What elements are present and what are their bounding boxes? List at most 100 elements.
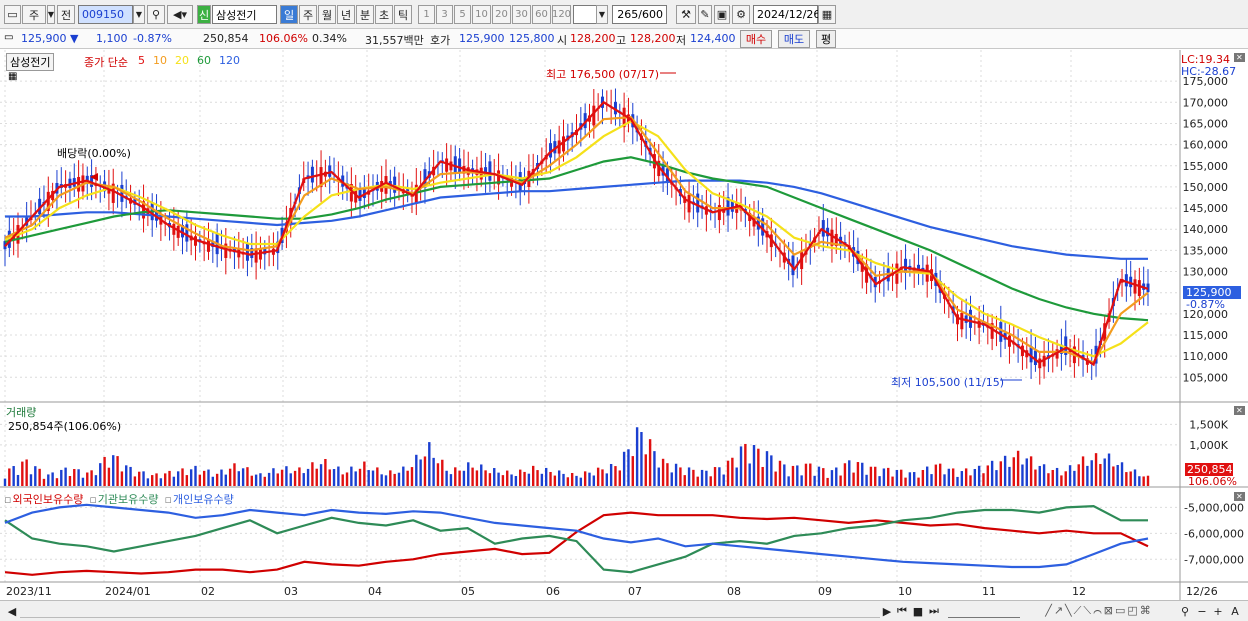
date-input[interactable]: 2024/12/26	[753, 5, 820, 24]
minute-tab-120[interactable]: 120	[552, 5, 571, 24]
end-icon[interactable]: ⏭	[929, 604, 939, 617]
eval-button[interactable]: 평	[816, 30, 836, 48]
volume-bar	[817, 466, 821, 486]
candle-body	[206, 239, 210, 252]
minute-tab-60[interactable]: 60	[532, 5, 551, 24]
volume-bar	[713, 467, 717, 486]
scrollbar-track[interactable]	[20, 604, 880, 618]
range-slider[interactable]	[948, 604, 1020, 618]
candle-body	[1042, 355, 1046, 367]
chart-tools-icon[interactable]: ⚒	[676, 5, 696, 24]
scroll-right-icon[interactable]: ▶	[882, 604, 892, 618]
speaker-icon[interactable]: ◀▾	[167, 5, 193, 24]
period-tab-3[interactable]: 년	[337, 5, 355, 24]
chevron-down-icon[interactable]: ▼	[47, 5, 55, 24]
close-panel-icon[interactable]: ✕	[1234, 53, 1245, 62]
dividend-annotation: 배당락(0.00%)	[57, 147, 131, 160]
volume-bar	[367, 470, 370, 486]
holding-legend-1: 기관보유수량	[97, 493, 159, 506]
hc-value: HC:-28.67	[1181, 65, 1237, 78]
buy-button[interactable]: 매수	[740, 30, 772, 48]
period-tab-6[interactable]: 틱	[394, 5, 412, 24]
stock-chart[interactable]: 105,000110,000115,000120,000125,000130,0…	[0, 50, 1248, 600]
gear-icon[interactable]: ⚙	[732, 5, 750, 24]
count-dropdown-icon[interactable]: ▼	[596, 5, 608, 24]
search-icon[interactable]: ⚲	[147, 5, 165, 24]
volume-bar	[198, 474, 202, 486]
volume-bar	[869, 466, 873, 486]
close-panel-icon[interactable]: ✕	[1234, 492, 1245, 501]
vol-ratio: 106.06%	[259, 32, 308, 45]
volume-bar	[246, 467, 249, 486]
candle-body	[1029, 346, 1033, 363]
rewind-icon[interactable]: ⏮	[897, 604, 907, 617]
candle-body	[717, 205, 721, 221]
lc-value: LC:19.34	[1181, 53, 1231, 66]
volume-bar	[601, 469, 604, 486]
volume-bar	[796, 465, 799, 486]
series-marker-icon: ▫	[89, 493, 97, 506]
zoom-icon[interactable]: ⚲	[1180, 604, 1190, 618]
price-tick-label: 165,000	[1183, 117, 1229, 130]
candle-body	[904, 258, 908, 274]
volume-bar	[874, 466, 877, 486]
volume-bar	[319, 464, 323, 486]
volume-bar	[224, 474, 228, 486]
code-input[interactable]: 009150	[78, 5, 133, 24]
save-icon[interactable]: ▣	[714, 5, 730, 24]
volume-bar	[267, 472, 271, 486]
holding-tick-label: -6,000,000	[1184, 527, 1244, 540]
period-tab-5[interactable]: 초	[375, 5, 393, 24]
minute-tab-3[interactable]: 3	[436, 5, 453, 24]
auto-button[interactable]: A	[1231, 604, 1239, 618]
volume-bar	[176, 471, 180, 486]
code-dropdown-icon[interactable]: ▼	[133, 5, 145, 24]
volume-bar	[861, 462, 864, 486]
stop-icon[interactable]: ■	[912, 604, 924, 618]
volume-bar	[73, 469, 76, 486]
close-panel-icon[interactable]: ✕	[1234, 406, 1245, 415]
volume-bar	[761, 466, 764, 486]
price-tick-label: 110,000	[1183, 350, 1229, 363]
volume-bar	[363, 461, 366, 486]
price-tick-label: 160,000	[1183, 139, 1229, 152]
drawing-tools-icon[interactable]: ╱↗╲⟋⟍⌒⊠▭◰⌘	[1045, 604, 1153, 617]
volume-bar	[8, 468, 11, 486]
stock-tag[interactable]: 삼성전기	[6, 53, 55, 71]
count-input[interactable]: 265/600	[612, 5, 667, 24]
volume-bar	[969, 475, 972, 486]
candle-body	[956, 314, 959, 325]
volume-bar	[787, 476, 790, 486]
sell-button[interactable]: 매도	[778, 30, 810, 48]
change: 1,100	[96, 32, 128, 45]
zoom-out-button[interactable]: −	[1197, 604, 1207, 618]
period-tab-1[interactable]: 주	[299, 5, 317, 24]
volume-bar	[692, 469, 695, 486]
minute-tab-10[interactable]: 10	[472, 5, 491, 24]
candle-body	[1007, 335, 1011, 347]
calendar-icon[interactable]: ▦	[818, 5, 836, 24]
candle-body	[497, 170, 501, 185]
minute-tab-1[interactable]: 1	[418, 5, 435, 24]
grid-icon[interactable]: ▦	[8, 71, 18, 82]
zoom-in-button[interactable]: +	[1213, 604, 1223, 618]
volume-bar	[21, 461, 24, 486]
volume-bar	[553, 475, 557, 486]
period-tab-0[interactable]: 일	[280, 5, 298, 24]
volume-bar	[116, 456, 119, 486]
minute-tab-30[interactable]: 30	[512, 5, 531, 24]
volume-bar	[631, 456, 634, 486]
minute-tab-5[interactable]: 5	[454, 5, 471, 24]
period-tab-4[interactable]: 분	[356, 5, 374, 24]
drawing-icon[interactable]: ✎	[698, 5, 712, 24]
prev-button[interactable]: 전	[57, 5, 75, 24]
minute-tab-20[interactable]: 20	[492, 5, 511, 24]
volume-bar	[1064, 471, 1067, 486]
volume-bar	[605, 473, 609, 486]
scroll-left-icon[interactable]: ◀	[7, 604, 17, 618]
volume-bar	[237, 471, 240, 486]
market-select[interactable]: 주	[22, 5, 46, 24]
volume-bar	[640, 432, 643, 486]
layout-icon[interactable]: ▭	[4, 5, 21, 24]
period-tab-2[interactable]: 월	[318, 5, 336, 24]
